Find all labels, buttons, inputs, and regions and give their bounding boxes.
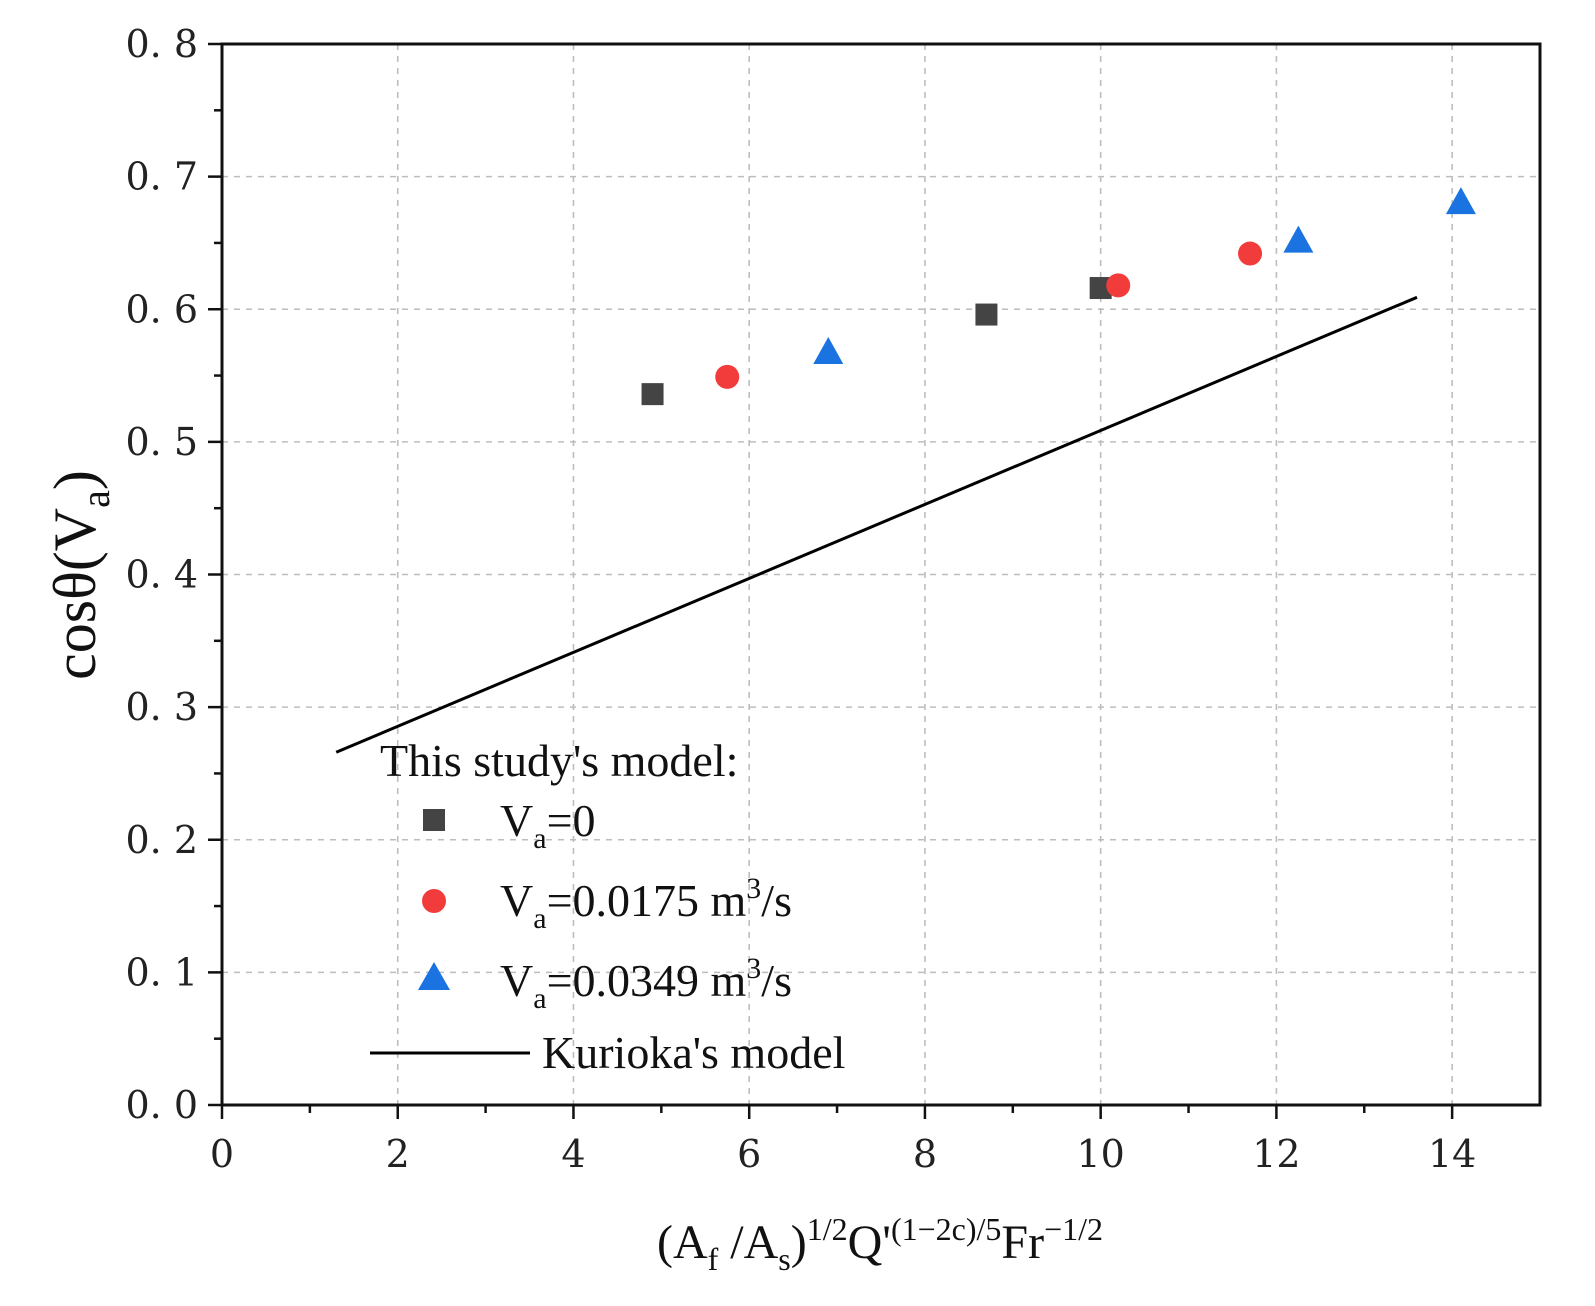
x-axis-title: (Af /As)1/2Q'(1−2c)/5Fr−1/2 [657,1211,1103,1277]
legend-va0-base: V [500,795,533,846]
legend-va0175-sub: a [533,902,546,935]
x-axis-title-part4: Q' [848,1216,891,1269]
x-axis-title-sup2: (1−2c)/5 [891,1211,1001,1247]
y-axis-title-end: ) [42,470,108,490]
legend-marker-square [423,809,445,831]
x-axis-title-part3: ) [791,1216,807,1269]
legend-marker-circle [422,889,446,913]
x-axis-title-sup1: 1/2 [807,1211,848,1247]
y-tick-label: 0. 6 [125,287,198,331]
tick-labels: 0 2 4 6 8 10 12 14 0. 0 0. 1 0. 2 0. 3 0. 4 0. 5 0. 6 0… [125,22,1476,1176]
data-point-square [1089,277,1112,300]
kurioka-line-group [335,295,1418,754]
y-tick-label: 0. 1 [125,950,198,994]
y-axis-title-sub: a [73,490,118,508]
x-axis-title-sup3: −1/2 [1044,1211,1103,1247]
x-tick-label: 14 [1428,1132,1476,1176]
x-tick-label: 12 [1252,1132,1300,1176]
legend-va0349-base: V [500,955,533,1006]
legend-title: This study's model: [380,735,738,786]
legend: This study's model: Va=0 Va=0.0175 m3/s … [370,735,845,1078]
x-tick-label: 6 [737,1132,761,1176]
legend-label-va0349: Va=0.0349 m3/s [500,952,792,1015]
data-point-circle [1106,273,1131,298]
legend-va0349-sup: 3 [746,952,761,985]
x-axis-title-part2: /A [718,1216,778,1269]
y-tick-label: 0. 4 [125,553,198,597]
x-tick-label: 10 [1076,1132,1124,1176]
ticks [208,42,1454,1119]
data-point-circle [715,364,740,389]
legend-va0349-rest: =0.0349 m [547,955,747,1006]
legend-va0175-sup: 3 [746,872,761,905]
data-point-triangle [1283,225,1314,253]
markers [641,187,1476,406]
y-axis-title-base: cosθ(V [42,508,108,680]
data-point-square [641,383,664,406]
kurioka-model-line [335,295,1418,754]
x-tick-label: 2 [386,1132,410,1176]
data-point-square [975,303,998,326]
data-point-circle [1238,241,1263,266]
legend-marker-triangle [418,962,450,990]
legend-va0-rest: =0 [547,795,596,846]
x-axis-title-sub-f: f [708,1241,719,1277]
x-tick-label: 8 [913,1132,937,1176]
legend-va0349-sub: a [533,982,546,1015]
legend-label-va0175: Va=0.0175 m3/s [500,872,792,935]
legend-va0-sub: a [533,822,546,855]
y-tick-label: 0. 3 [125,685,198,729]
legend-va0175-tail: /s [761,875,792,926]
x-tick-label: 4 [561,1132,585,1176]
legend-label-kurioka: Kurioka's model [542,1027,845,1078]
y-axis-title: cosθ(Va) [42,470,118,680]
x-axis-title-part5: Fr [1001,1216,1044,1269]
x-axis-title-part1: (A [657,1216,708,1269]
y-tick-label: 0. 0 [125,1083,198,1127]
legend-label-va0: Va=0 [500,795,596,855]
x-tick-label: 0 [210,1132,234,1176]
y-tick-label: 0. 7 [125,155,198,199]
data-point-triangle [813,337,844,365]
y-tick-label: 0. 5 [125,420,198,464]
legend-va0349-tail: /s [761,955,792,1006]
legend-va0175-rest: =0.0175 m [547,875,747,926]
y-tick-label: 0. 8 [125,22,198,66]
grid [222,44,1540,1105]
data-point-triangle [1445,187,1476,215]
legend-va0175-base: V [500,875,533,926]
x-axis-title-sub-s: s [778,1241,790,1277]
y-tick-label: 0. 2 [125,818,198,862]
